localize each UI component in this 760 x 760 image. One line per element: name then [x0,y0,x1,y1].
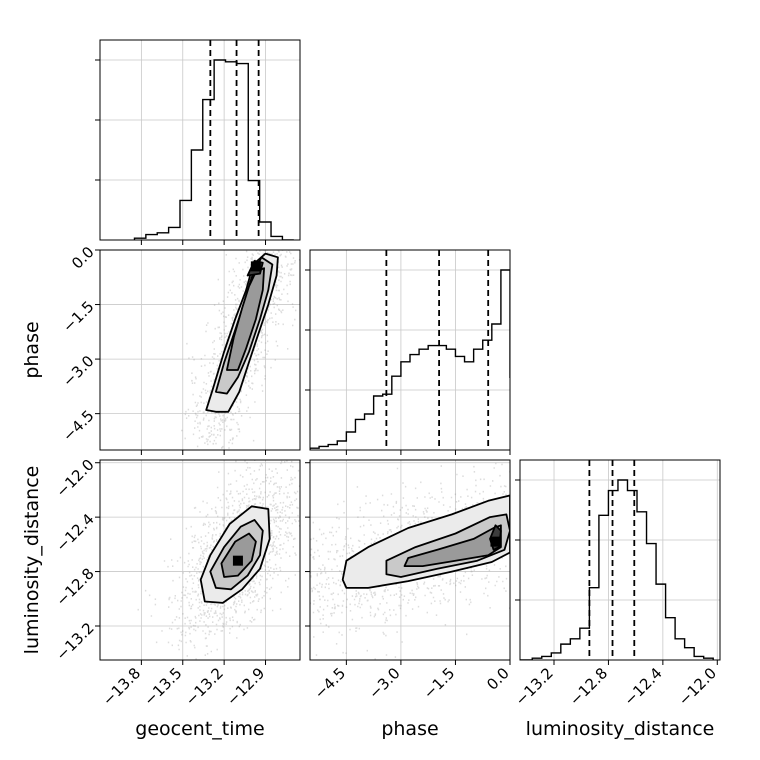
joint-panel-geocent-time-phase: −4.5 −3.0 −1.5 0.0 [59,243,301,455]
x-tick-label-phase: −1.5 [420,664,458,702]
x-tick-label-luminosity-distance: −12.4 [620,664,665,709]
x-tick-label-geocent-time: −12.9 [223,664,268,709]
y-tick-label-phase: 0.0 [68,243,98,273]
panel-frame [309,249,511,451]
y-axis-label-luminosity-distance: luminosity_distance [21,466,43,655]
panel-frame [99,39,301,241]
x-axis-label-geocent-time: geocent_time [135,718,264,740]
x-tick-label-geocent-time: −13.5 [140,664,185,709]
x-tick-label-luminosity-distance: −12.8 [566,664,611,709]
x-tick-label-phase: −4.5 [311,664,349,702]
joint-panel-geocent-time-luminosity-distance: −13.2−12.8−12.4−12.0−13.8−13.5−13.2−12.9 [52,456,301,709]
x-axis-label-luminosity-distance: luminosity_distance [526,718,715,740]
x-tick-label-phase: −3.0 [365,664,403,702]
hist-panel-phase [305,249,511,455]
contour-level-1 [341,494,510,589]
x-tick-label-geocent-time: −13.8 [99,664,144,709]
panel-frame [309,459,511,661]
x-tick-label-luminosity-distance: −12.0 [675,664,720,709]
histogram-phase [310,269,510,450]
y-tick-label-luminosity-distance: −12.8 [52,564,97,609]
x-axis-label-phase: phase [381,718,438,740]
hist-panel-luminosity-distance: −13.2 −12.8 −12.4 −12.0 [512,459,721,709]
histogram-geocent-time [133,59,294,240]
contour-level-3 [226,267,265,371]
x-tick-label-luminosity-distance: −13.2 [512,664,557,709]
panel-frame [99,459,301,661]
y-tick-label-luminosity-distance: −13.2 [52,619,97,664]
y-tick-label-phase: −4.5 [59,407,97,445]
x-tick-label-geocent-time: −13.2 [182,664,227,709]
x-tick-label-phase: 0.0 [483,664,513,694]
panel-frame [519,459,721,661]
contour-level-3 [403,524,502,567]
hist-panel-geocent-time [95,39,301,245]
histogram-luminosity-distance [520,479,714,660]
panel-frame [99,249,301,451]
y-tick-label-phase: −3.0 [59,352,97,390]
y-tick-label-phase: −1.5 [59,297,97,335]
density-peak [490,536,501,547]
y-tick-label-luminosity-distance: −12.0 [52,456,97,501]
density-peak [232,555,243,566]
density-peak [250,261,261,272]
y-tick-label-luminosity-distance: −12.4 [52,510,97,555]
contour-level-3 [220,532,257,578]
y-axis-label-phase: phase [21,321,43,378]
